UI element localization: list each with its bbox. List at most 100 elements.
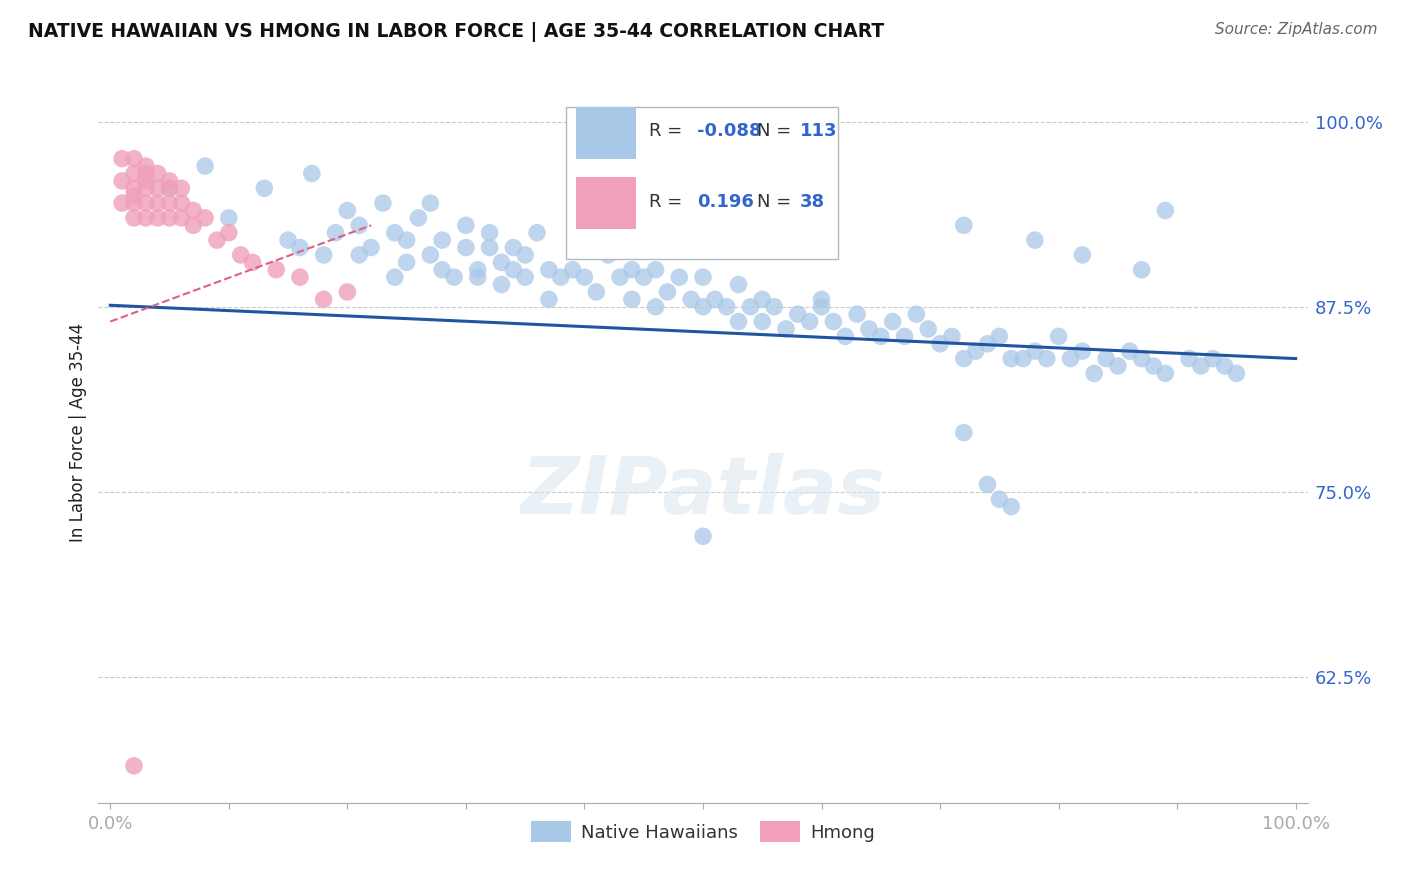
Point bbox=[467, 262, 489, 277]
FancyBboxPatch shape bbox=[576, 107, 637, 159]
Text: NATIVE HAWAIIAN VS HMONG IN LABOR FORCE | AGE 35-44 CORRELATION CHART: NATIVE HAWAIIAN VS HMONG IN LABOR FORCE … bbox=[28, 22, 884, 42]
Point bbox=[170, 181, 193, 195]
Point bbox=[869, 329, 891, 343]
Point bbox=[146, 196, 169, 211]
Point bbox=[929, 336, 952, 351]
Point bbox=[159, 196, 181, 211]
Point bbox=[1178, 351, 1201, 366]
Point bbox=[644, 262, 666, 277]
Legend: Native Hawaiians, Hmong: Native Hawaiians, Hmong bbox=[523, 814, 883, 849]
Point bbox=[882, 315, 904, 329]
Point bbox=[347, 219, 370, 233]
Point bbox=[218, 226, 240, 240]
Point bbox=[917, 322, 939, 336]
Point bbox=[574, 270, 596, 285]
Point bbox=[858, 322, 880, 336]
Point bbox=[371, 196, 394, 211]
Point bbox=[965, 344, 987, 359]
Point bbox=[550, 270, 572, 285]
Point bbox=[952, 425, 974, 440]
Point bbox=[395, 255, 418, 269]
Point bbox=[491, 277, 513, 292]
Point bbox=[1059, 351, 1081, 366]
Point bbox=[301, 166, 323, 180]
Point bbox=[135, 181, 157, 195]
Point bbox=[170, 211, 193, 225]
Point bbox=[111, 152, 134, 166]
Point bbox=[1142, 359, 1164, 373]
Point bbox=[1083, 367, 1105, 381]
Point bbox=[1189, 359, 1212, 373]
Point bbox=[159, 174, 181, 188]
Point bbox=[1107, 359, 1129, 373]
Text: 38: 38 bbox=[800, 193, 825, 211]
Point bbox=[419, 196, 441, 211]
Point bbox=[620, 293, 643, 307]
Point bbox=[976, 336, 998, 351]
Point bbox=[288, 241, 311, 255]
Point bbox=[1202, 351, 1225, 366]
Point bbox=[1000, 500, 1022, 514]
Point bbox=[478, 241, 501, 255]
Point bbox=[135, 211, 157, 225]
Y-axis label: In Labor Force | Age 35-44: In Labor Force | Age 35-44 bbox=[69, 323, 87, 542]
Point bbox=[941, 329, 963, 343]
Point bbox=[181, 203, 204, 218]
Point bbox=[609, 270, 631, 285]
Point bbox=[312, 248, 335, 262]
Point bbox=[159, 211, 181, 225]
Point bbox=[395, 233, 418, 247]
Point bbox=[585, 285, 607, 299]
Point bbox=[740, 300, 762, 314]
Point bbox=[644, 300, 666, 314]
Point bbox=[1071, 344, 1094, 359]
Point bbox=[727, 315, 749, 329]
Text: N =: N = bbox=[758, 193, 792, 211]
Point bbox=[502, 241, 524, 255]
Point bbox=[122, 211, 145, 225]
Point bbox=[277, 233, 299, 247]
Point bbox=[336, 285, 359, 299]
Point bbox=[775, 322, 797, 336]
Point bbox=[1119, 344, 1142, 359]
Point bbox=[703, 293, 725, 307]
Point bbox=[1047, 329, 1070, 343]
Point bbox=[810, 293, 832, 307]
Point bbox=[681, 293, 703, 307]
Point bbox=[384, 226, 406, 240]
Point bbox=[432, 233, 454, 247]
Point bbox=[515, 248, 537, 262]
Point bbox=[823, 315, 845, 329]
Text: 0.196: 0.196 bbox=[697, 193, 754, 211]
Point bbox=[336, 203, 359, 218]
Point bbox=[988, 329, 1011, 343]
Point bbox=[242, 255, 264, 269]
Point bbox=[135, 174, 157, 188]
Point bbox=[751, 293, 773, 307]
Point bbox=[1154, 203, 1177, 218]
Point bbox=[574, 241, 596, 255]
Point bbox=[502, 262, 524, 277]
Point bbox=[537, 262, 560, 277]
Point bbox=[620, 262, 643, 277]
Point bbox=[692, 300, 714, 314]
Point bbox=[360, 241, 382, 255]
Point bbox=[976, 477, 998, 491]
Point bbox=[561, 262, 583, 277]
Point bbox=[384, 270, 406, 285]
Point bbox=[988, 492, 1011, 507]
Point bbox=[692, 529, 714, 543]
Point bbox=[111, 174, 134, 188]
Point bbox=[799, 315, 821, 329]
Point bbox=[432, 262, 454, 277]
Point bbox=[312, 293, 335, 307]
Point bbox=[146, 181, 169, 195]
Point bbox=[122, 196, 145, 211]
Point bbox=[159, 181, 181, 195]
Text: ZIPatlas: ZIPatlas bbox=[520, 453, 886, 531]
Point bbox=[1213, 359, 1236, 373]
Text: -0.088: -0.088 bbox=[697, 122, 762, 140]
Point bbox=[325, 226, 347, 240]
Point bbox=[419, 248, 441, 262]
Point bbox=[515, 270, 537, 285]
